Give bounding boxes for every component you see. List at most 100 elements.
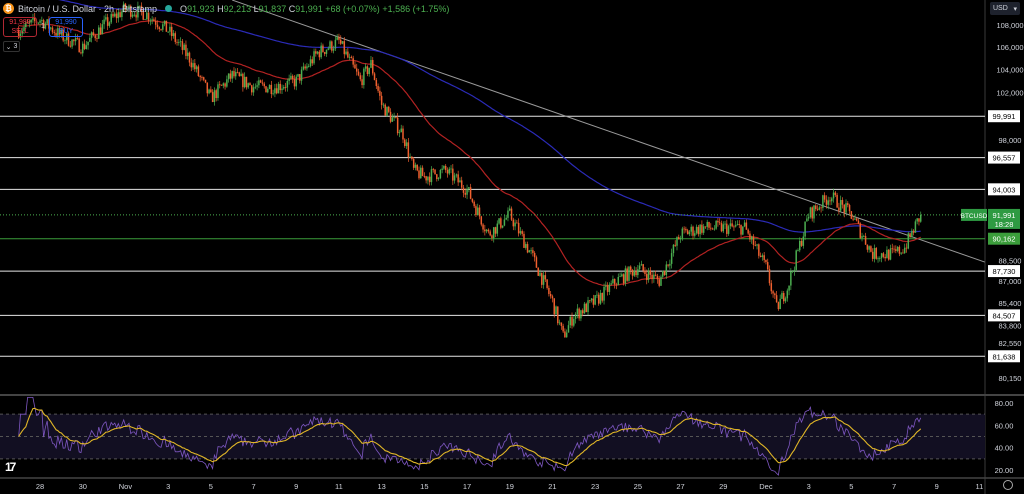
- candle-body: [208, 89, 210, 94]
- candle-body: [505, 217, 507, 220]
- candle-body: [537, 267, 539, 276]
- rsi-tick-label: 20.00: [995, 466, 1014, 475]
- candle-body: [807, 217, 810, 219]
- candle-body: [596, 294, 598, 296]
- candle-body: [352, 58, 354, 65]
- candle-body: [311, 59, 314, 64]
- candle-body: [911, 230, 913, 237]
- candle-body: [154, 21, 157, 25]
- candle-body: [615, 284, 618, 286]
- candle-body: [115, 13, 118, 19]
- candle-body: [597, 294, 600, 304]
- candle-body: [199, 76, 201, 78]
- buy-button[interactable]: 91,990 BUY: [49, 17, 83, 37]
- candle-body: [841, 199, 844, 205]
- candle-body: [918, 218, 920, 222]
- candle-body: [576, 308, 579, 315]
- candle-body: [599, 292, 602, 304]
- candle-body: [811, 207, 813, 219]
- candle-body: [717, 220, 719, 223]
- candle-body: [76, 37, 79, 39]
- candle-body: [736, 224, 739, 226]
- candle-body: [90, 32, 93, 38]
- indicators-toggle[interactable]: ⌄ 3: [3, 41, 20, 52]
- candle-body: [631, 269, 634, 276]
- candle-body: [533, 252, 536, 258]
- candle-body: [459, 180, 461, 183]
- candle-body: [690, 226, 692, 232]
- candle-body: [101, 24, 104, 35]
- candle-body: [715, 220, 717, 229]
- candle-body: [768, 269, 771, 284]
- candle-body: [183, 44, 185, 50]
- candle-body: [601, 292, 604, 301]
- candle-body: [448, 168, 451, 174]
- candle-body: [343, 41, 346, 55]
- symbol-title[interactable]: Bitcoin / U.S. Dollar · 2h · Bitstamp: [18, 3, 158, 14]
- candle-body: [306, 66, 308, 69]
- candle-body: [694, 233, 696, 236]
- settings-icon[interactable]: [1003, 480, 1013, 490]
- trendline: [232, 0, 985, 263]
- candle-body: [307, 66, 310, 68]
- candle-body: [606, 285, 609, 292]
- candle-body: [106, 17, 109, 26]
- candle-body: [574, 314, 577, 319]
- candle-body: [469, 187, 472, 199]
- candle-body: [660, 276, 662, 286]
- candle-body: [742, 226, 744, 235]
- candle-body: [702, 226, 705, 233]
- candle-body: [235, 72, 237, 77]
- time-tick-label: 27: [676, 482, 684, 491]
- candle-body: [884, 256, 886, 259]
- candle-body: [19, 33, 22, 38]
- candle-body: [902, 252, 904, 254]
- candle-body: [162, 24, 164, 30]
- candle-body: [581, 310, 584, 314]
- candle-body: [777, 302, 780, 310]
- candle-body: [284, 87, 287, 88]
- level-price-label: 81,638: [993, 352, 1016, 361]
- level-price-label: 84,507: [993, 311, 1016, 320]
- candle-body: [439, 169, 442, 179]
- candle-body: [873, 247, 876, 259]
- candle-body: [309, 59, 312, 67]
- candle-body: [678, 237, 680, 240]
- candle-body: [233, 71, 235, 77]
- candle-body: [880, 253, 883, 259]
- candle-body: [302, 66, 305, 70]
- candle-body: [893, 248, 895, 250]
- candle-body: [380, 95, 383, 105]
- candle-body: [770, 283, 773, 292]
- candle-body: [135, 14, 137, 18]
- candle-body: [642, 264, 644, 271]
- candle-body: [73, 39, 75, 42]
- sell-button[interactable]: 91,989 SELL: [3, 17, 37, 37]
- candle-body: [42, 20, 45, 29]
- candle-body: [761, 255, 764, 257]
- candle-body: [797, 250, 799, 252]
- chevron-down-icon: ⌄: [5, 43, 12, 51]
- candle-body: [67, 33, 70, 46]
- candle-body: [382, 104, 385, 106]
- candle-body: [414, 164, 417, 168]
- candle-body: [318, 51, 321, 58]
- candle-body: [361, 79, 363, 86]
- candle-body: [300, 69, 303, 81]
- candle-body: [825, 199, 828, 205]
- candle-body: [626, 268, 628, 281]
- candle-body: [539, 272, 541, 276]
- candle-body: [861, 236, 863, 238]
- candle-body: [633, 270, 636, 276]
- candle-body: [259, 80, 262, 83]
- candle-body: [510, 208, 513, 220]
- candle-body: [32, 17, 34, 20]
- currency-select[interactable]: USD ▾: [990, 2, 1020, 15]
- candle-body: [503, 219, 506, 226]
- candle-body: [204, 79, 207, 83]
- candle-body: [541, 272, 543, 285]
- candle-body: [889, 248, 892, 260]
- candle-body: [898, 246, 901, 254]
